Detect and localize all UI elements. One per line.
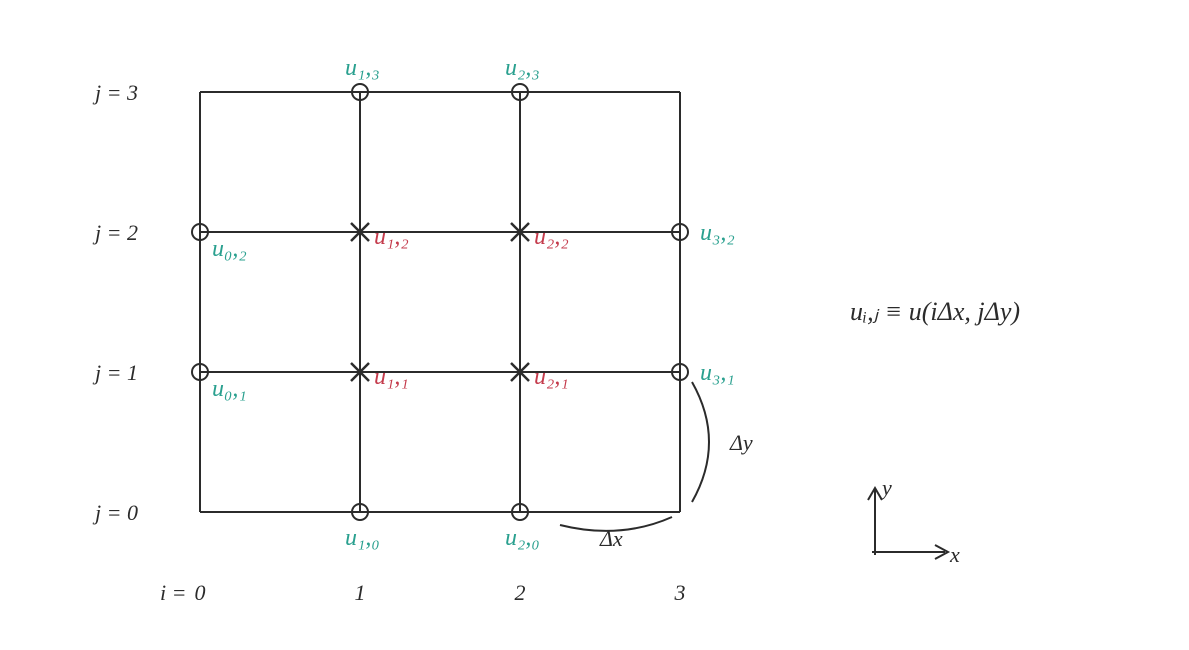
u-label-0-1: u₀,₁: [212, 376, 247, 402]
finite-difference-grid-diagram: j = 3 j = 2 j = 1 j = 0 i = 0 1 2 3 u₁,₃…: [0, 0, 1189, 650]
grid: [200, 92, 680, 512]
y-axis-label: y: [880, 475, 892, 500]
u-label-3-2: u₃,₂: [700, 220, 735, 246]
u-label-1-3: u₁,₃: [345, 55, 380, 81]
u-label-3-1: u₃,₁: [700, 360, 735, 386]
i-label-0: 0: [195, 580, 206, 605]
delta-x-label: Δx: [599, 526, 623, 551]
u-label-2-3: u₂,₃: [505, 55, 540, 81]
u-label-0-2: u₀,₂: [212, 236, 247, 262]
j-label-0: j = 0: [92, 500, 138, 525]
x-axis-label: x: [949, 542, 960, 567]
j-label-1: j = 1: [92, 360, 138, 385]
u-label-1-0: u₁,₀: [345, 525, 380, 551]
boundary-nodes: [192, 84, 688, 520]
equation-label: uᵢ,ⱼ ≡ u(iΔx, jΔy): [850, 297, 1020, 326]
u-label-1-2: u₁,₂: [374, 224, 409, 250]
u-label-2-2: u₂,₂: [534, 224, 569, 250]
i-label-1: 1: [355, 580, 366, 605]
u-label-2-1: u₂,₁: [534, 364, 569, 390]
u-label-2-0: u₂,₀: [505, 525, 540, 551]
u-label-1-1: u₁,₁: [374, 364, 409, 390]
i-label-prefix: i =: [160, 580, 186, 605]
axes-indicator: y x: [868, 475, 960, 567]
delta-y-label: Δy: [729, 430, 753, 455]
j-label-2: j = 2: [92, 220, 138, 245]
i-label-2: 2: [515, 580, 526, 605]
delta-y-paren: [692, 382, 709, 502]
i-label-3: 3: [674, 580, 686, 605]
j-label-3: j = 3: [92, 80, 138, 105]
